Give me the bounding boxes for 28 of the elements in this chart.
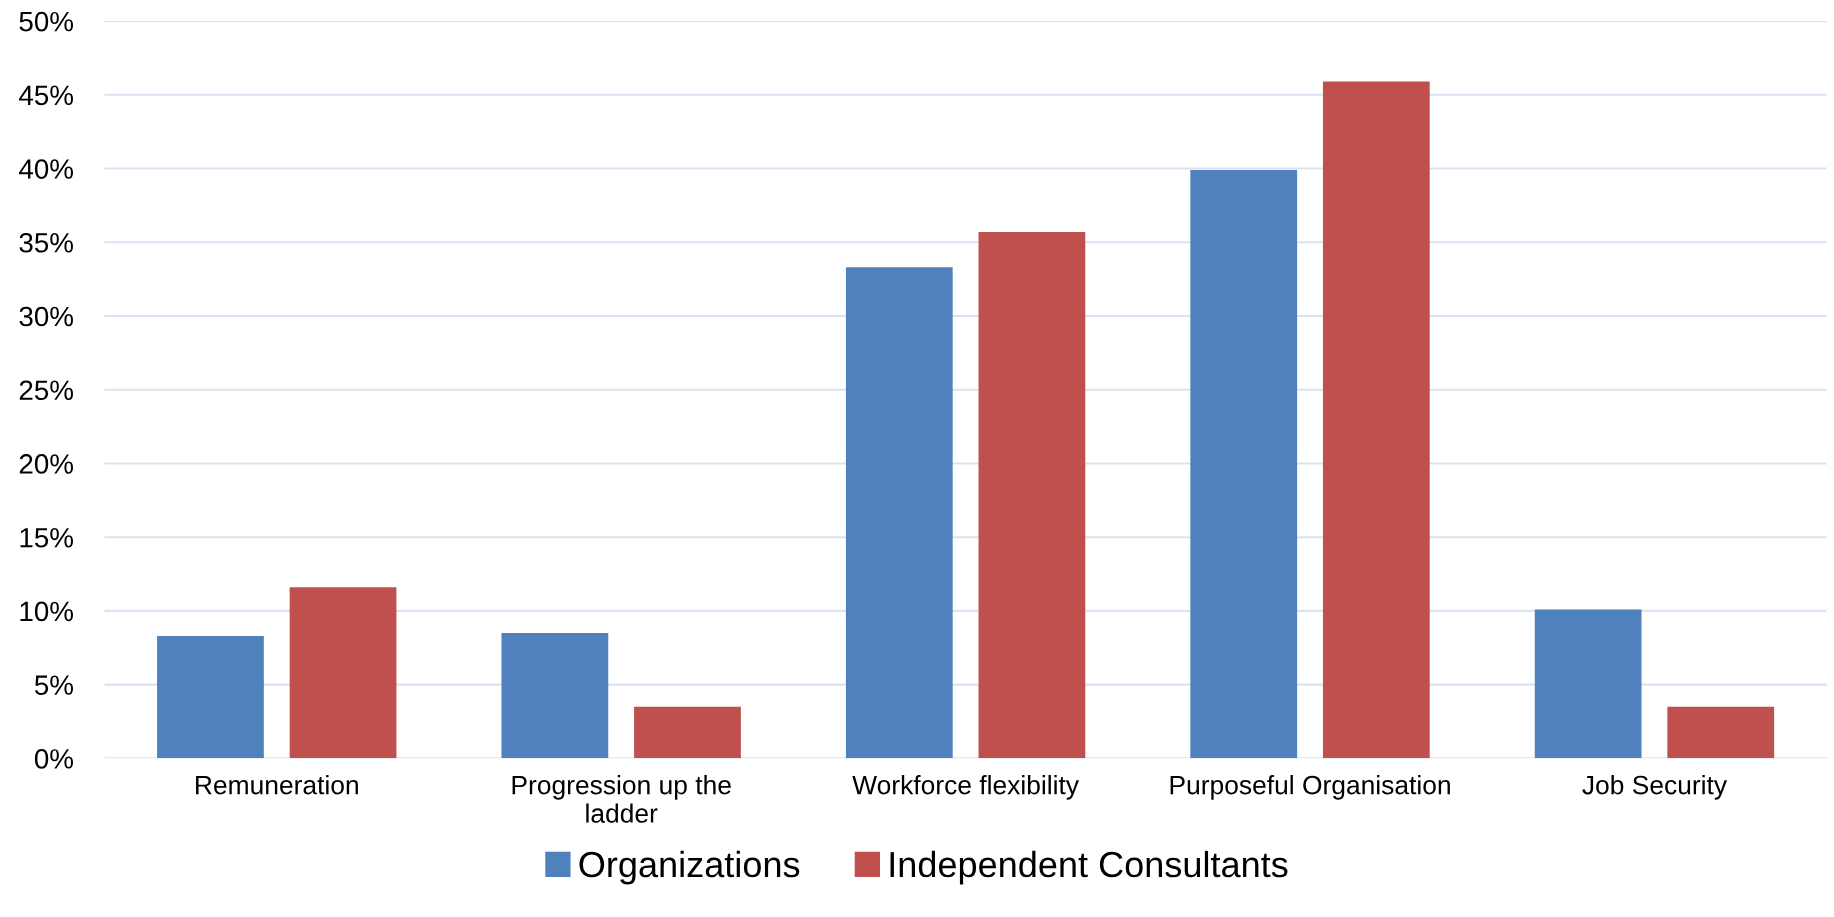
y-tick-label: 30% [19,306,73,327]
bar [978,231,1086,759]
y-tick-label: 45% [19,85,73,106]
x-tick-label: Remuneration [196,775,358,795]
y-tick-label: 10% [20,601,73,622]
x-tick-label: Purposeful Organisation [1170,775,1450,800]
bar [1322,81,1430,759]
y-tick-label: 20% [19,454,73,474]
x-tick-label: Workforce flexibility [852,775,1079,800]
y-tick-label: 35% [19,232,73,253]
bar [1534,609,1642,759]
x-tick-label: Progression up the ladder [512,775,731,823]
y-tick-label: 15% [20,527,73,548]
bar [289,587,397,759]
y-tick-label: 25% [19,380,73,401]
bar [1667,706,1775,759]
x-tick-label: Job Security [1582,775,1728,800]
bar [157,635,264,759]
legend-label: Independent Consultants [890,850,1288,885]
bar [845,267,953,759]
y-tick-label: 40% [19,159,73,179]
y-tick-label: 50% [19,11,73,32]
bar [501,633,609,759]
y-tick-label: 0% [34,749,73,769]
bar [1190,170,1298,759]
bar [634,706,741,759]
legend-label: Organizations [579,850,800,885]
y-tick-label: 5% [34,675,73,695]
